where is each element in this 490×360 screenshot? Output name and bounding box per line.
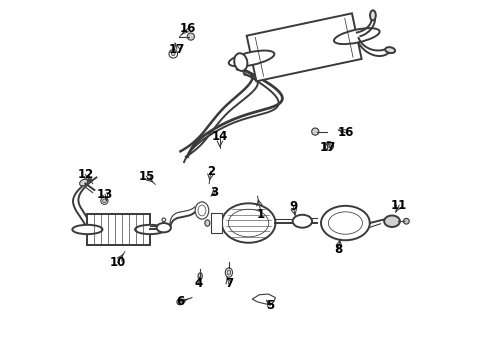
Bar xyxy=(211,213,221,233)
Ellipse shape xyxy=(221,203,275,243)
Text: 4: 4 xyxy=(194,278,202,291)
Ellipse shape xyxy=(162,218,166,222)
Text: 2: 2 xyxy=(207,165,215,177)
Ellipse shape xyxy=(229,50,274,67)
Ellipse shape xyxy=(205,220,210,226)
Ellipse shape xyxy=(227,270,231,275)
Text: 17: 17 xyxy=(319,141,336,154)
Ellipse shape xyxy=(198,273,202,279)
Text: 16: 16 xyxy=(179,22,196,35)
Ellipse shape xyxy=(403,219,409,224)
Ellipse shape xyxy=(225,268,232,277)
Text: 10: 10 xyxy=(110,256,126,269)
Ellipse shape xyxy=(195,202,209,219)
Ellipse shape xyxy=(157,223,171,232)
Bar xyxy=(87,215,150,244)
Text: 15: 15 xyxy=(138,170,154,183)
Ellipse shape xyxy=(169,49,177,58)
Ellipse shape xyxy=(327,144,331,148)
Ellipse shape xyxy=(80,179,88,186)
Text: 7: 7 xyxy=(225,278,233,291)
Ellipse shape xyxy=(385,47,395,53)
Ellipse shape xyxy=(334,28,380,44)
Ellipse shape xyxy=(187,33,195,40)
Text: 14: 14 xyxy=(212,130,228,144)
Text: 6: 6 xyxy=(176,296,185,309)
Text: 16: 16 xyxy=(337,126,354,139)
Ellipse shape xyxy=(135,225,165,234)
Ellipse shape xyxy=(101,197,108,204)
Ellipse shape xyxy=(312,128,319,135)
Ellipse shape xyxy=(73,225,102,234)
Text: 17: 17 xyxy=(169,42,185,55)
Text: 1: 1 xyxy=(257,208,265,221)
Text: 8: 8 xyxy=(334,243,343,256)
Ellipse shape xyxy=(325,141,334,150)
Polygon shape xyxy=(252,294,275,305)
Text: 9: 9 xyxy=(289,201,297,213)
Ellipse shape xyxy=(370,10,376,21)
Ellipse shape xyxy=(384,216,400,227)
Ellipse shape xyxy=(293,215,312,228)
Ellipse shape xyxy=(102,199,106,203)
Text: 12: 12 xyxy=(77,168,94,181)
Polygon shape xyxy=(246,13,362,81)
Text: 13: 13 xyxy=(97,188,113,201)
Text: 11: 11 xyxy=(391,199,407,212)
Ellipse shape xyxy=(321,206,370,240)
Text: 3: 3 xyxy=(211,186,219,199)
Ellipse shape xyxy=(177,299,183,305)
Ellipse shape xyxy=(234,53,247,71)
Ellipse shape xyxy=(172,52,175,55)
Text: 5: 5 xyxy=(266,299,274,312)
